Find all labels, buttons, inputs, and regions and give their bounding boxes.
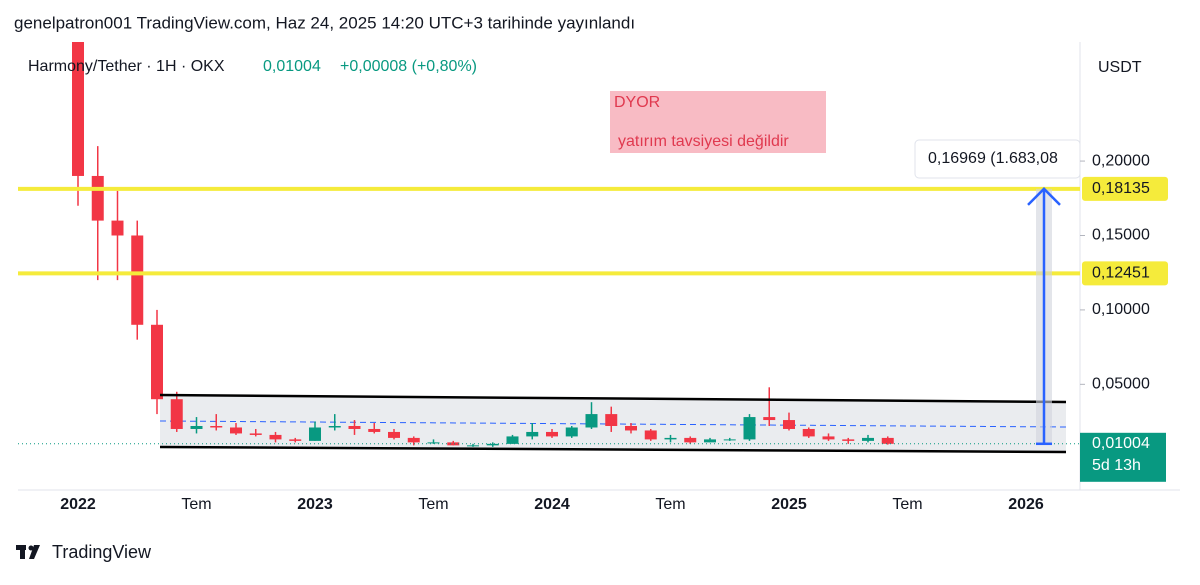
candles	[72, 42, 894, 447]
brand-logo	[16, 545, 40, 559]
level-label: 0,18135	[1092, 180, 1150, 197]
candle-body	[190, 426, 203, 429]
candle-body	[625, 426, 637, 431]
channel-lower	[159, 445, 1067, 454]
candle-body	[822, 436, 835, 440]
x-tick-label: 2023	[297, 496, 333, 513]
level-label-box	[1082, 261, 1168, 286]
channel-upper	[159, 393, 1067, 404]
candle-body	[467, 445, 479, 447]
last-price-label: 0,01004	[1092, 435, 1150, 452]
x-tick-label: 2024	[534, 496, 570, 513]
candle-body	[862, 437, 874, 441]
x-tick-label: Tem	[181, 496, 211, 513]
candle-body	[210, 426, 223, 428]
candle-body	[427, 442, 440, 444]
candle-body	[704, 439, 716, 443]
candle-body	[723, 439, 736, 441]
x-tick-label: Tem	[892, 496, 922, 513]
candle-body	[486, 443, 499, 446]
candle-body	[644, 430, 657, 440]
x-tick-label: 2022	[60, 496, 96, 513]
candle-body	[407, 437, 420, 443]
candle-body	[743, 417, 756, 440]
countdown-label: 5d 13h	[1092, 457, 1141, 474]
y-tick-label: 0,20000	[1092, 152, 1150, 169]
x-tick-label: 2025	[771, 496, 807, 513]
note-line: DYOR	[614, 94, 660, 111]
last-price-box	[1080, 432, 1166, 482]
candle-body	[506, 436, 519, 444]
candle-body	[289, 439, 302, 441]
level-label: 0,12451	[1092, 265, 1150, 282]
x-tick-label: Tem	[655, 496, 685, 513]
candle-body	[763, 417, 776, 421]
candle-body	[328, 426, 341, 428]
candle-body	[585, 414, 598, 428]
y-tick-label: 0,10000	[1092, 301, 1150, 318]
x-tick-label: 2026	[1008, 496, 1044, 513]
legend-price: 0,01004	[263, 58, 321, 75]
candle-body	[881, 437, 894, 444]
candle-body	[269, 434, 282, 440]
candle-body	[230, 427, 242, 434]
candle-body	[131, 235, 144, 325]
legend-change: +0,00008 (+0,80%)	[340, 58, 477, 75]
candle-body	[348, 426, 361, 429]
candle-body	[802, 428, 815, 437]
candle-body	[111, 220, 124, 236]
candle-body	[842, 439, 855, 441]
x-tick-label: Tem	[418, 496, 448, 513]
candle-body	[684, 437, 697, 443]
overlay: 0,18135 0,12451 0,01004 5d 13h 0,16969 (1.68…	[18, 139, 1168, 482]
y-tick-label: 0,15000	[1092, 227, 1150, 244]
note-box	[610, 91, 826, 153]
measure-label: 0,16969 (1.683,08	[928, 150, 1058, 167]
measure-label-box	[914, 139, 1081, 179]
y-tick-label: 0,05000	[1092, 376, 1150, 393]
candle-body	[546, 431, 558, 437]
candle-body	[170, 399, 183, 429]
candle-body	[447, 442, 460, 446]
measure-arrowhead	[1027, 187, 1061, 206]
currency-label: USDT	[1098, 59, 1142, 76]
candle-body	[91, 175, 104, 221]
candle-body	[526, 431, 539, 437]
candle-body	[565, 427, 578, 437]
header-title: genelpatron001 TradingView.com, Haz 24, …	[14, 13, 635, 32]
note-line: yatırım tavsiyesi değildir	[618, 133, 789, 150]
level-label-box	[1082, 176, 1168, 201]
candle-body	[388, 431, 400, 438]
candle-body	[72, 42, 84, 176]
candle-body	[783, 420, 795, 429]
candle-body	[151, 324, 163, 400]
candle-body	[664, 437, 677, 440]
legend-symbol: Harmony/Tether · 1H · OKX	[28, 58, 225, 75]
candle-body	[368, 428, 381, 432]
candle-body	[309, 427, 321, 441]
candle-body	[605, 414, 618, 426]
candle-body	[249, 433, 262, 435]
brand-name: TradingView	[52, 542, 152, 562]
